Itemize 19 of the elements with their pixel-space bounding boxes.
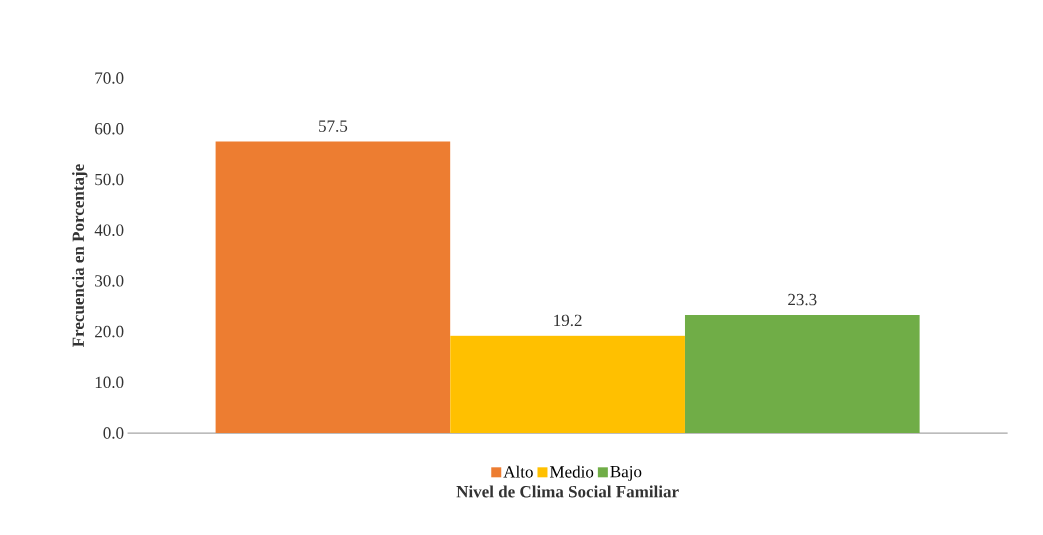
y-tick-label: 50.0	[95, 173, 124, 186]
y-tick-label: 60.0	[95, 123, 124, 135]
data-label: 23.3	[788, 293, 817, 306]
bar	[684, 314, 920, 434]
y-tick-label: 10.0	[95, 376, 124, 389]
x-axis-title: Nivel de Clima Social Familiar	[456, 485, 679, 498]
legend-label: Bajo	[610, 465, 642, 481]
legend-label: Medio	[549, 465, 594, 478]
legend-label: Alto	[503, 465, 533, 478]
y-tick-label: 40.0	[94, 224, 124, 236]
y-tick-label: 70.0	[95, 72, 124, 84]
bar	[215, 141, 451, 434]
data-label: 19.2	[554, 314, 582, 327]
y-axis-title: Frecuencia en Porcentaje	[72, 164, 88, 347]
bar	[450, 335, 685, 434]
y-tick-label: 20.0	[95, 325, 124, 338]
y-tick-label: 30.0	[95, 275, 124, 287]
data-label: 57.5	[319, 120, 348, 132]
y-tick-label: 0.0	[103, 427, 124, 439]
